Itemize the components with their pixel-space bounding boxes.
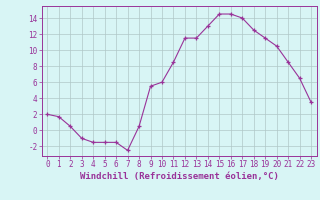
X-axis label: Windchill (Refroidissement éolien,°C): Windchill (Refroidissement éolien,°C) xyxy=(80,172,279,181)
